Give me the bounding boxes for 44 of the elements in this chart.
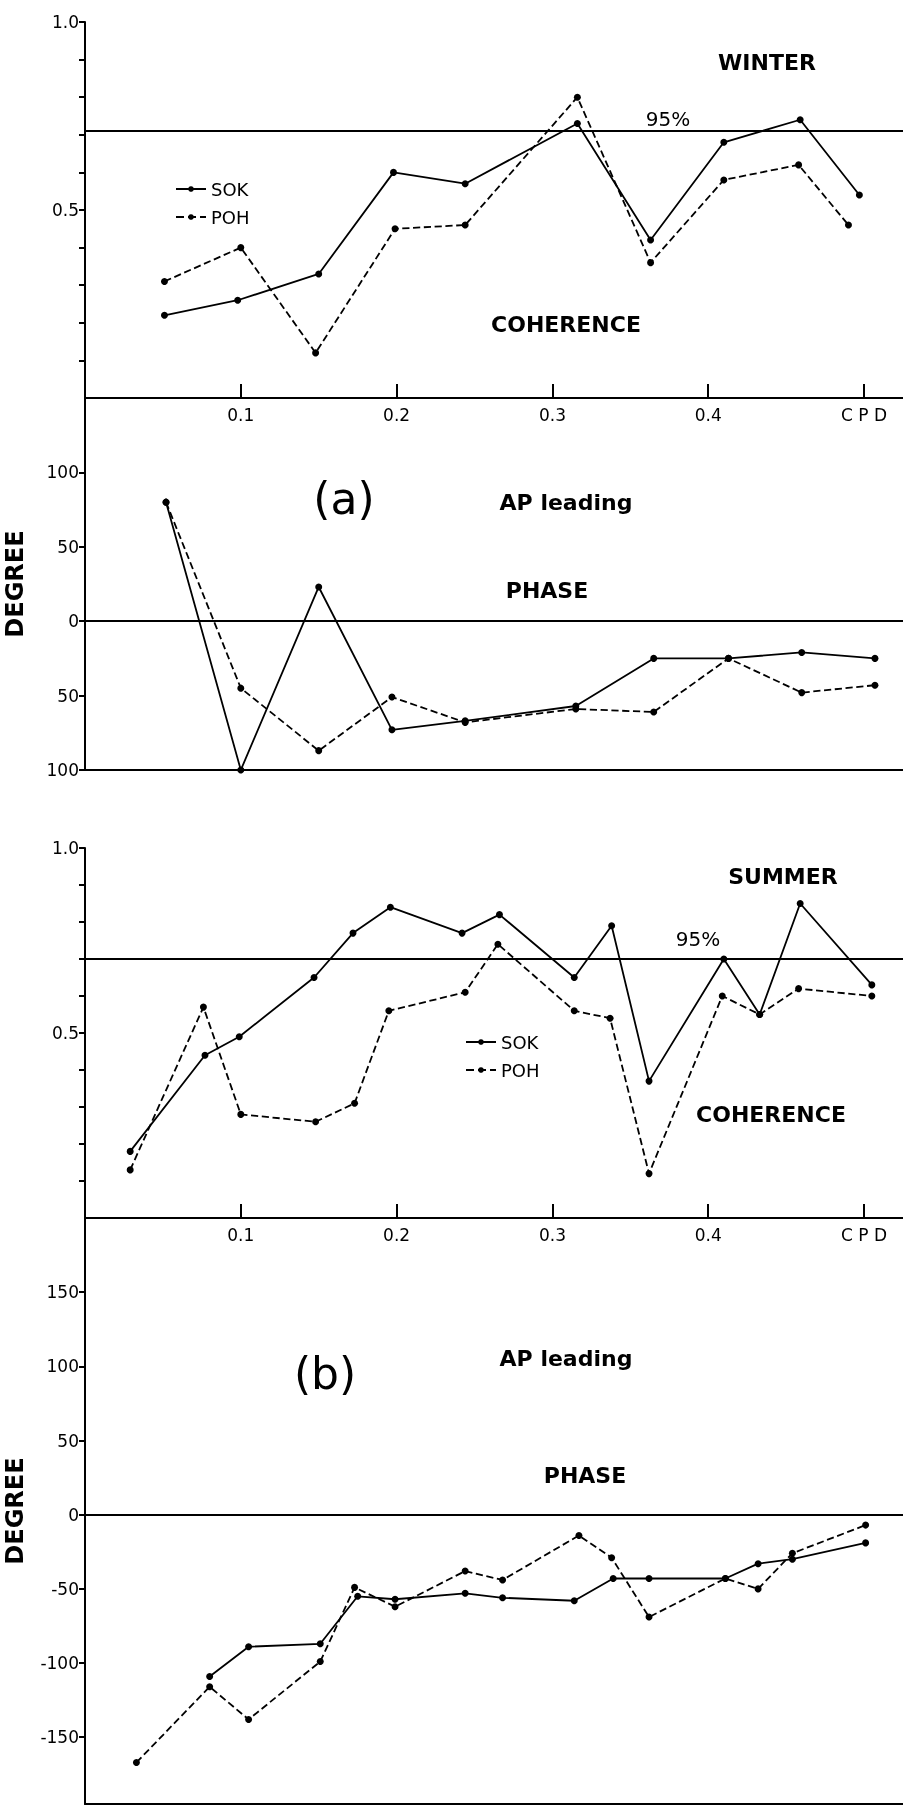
annotation: (b) bbox=[293, 1347, 357, 1399]
x-tick-label: 0.1 bbox=[227, 1224, 255, 1245]
y-tick-label: 1.0 bbox=[51, 838, 79, 858]
y-tick-label: 0 bbox=[68, 611, 79, 632]
y-tick-label: 100 bbox=[46, 462, 79, 483]
legend-label: SOK bbox=[501, 1031, 540, 1053]
y-tick-label: -150 bbox=[40, 1727, 79, 1748]
y-tick-label: 0.5 bbox=[51, 1023, 79, 1043]
annotation: 95% bbox=[675, 927, 721, 951]
x-tick-label: 0.4 bbox=[694, 404, 722, 425]
y-tick-label: 0.5 bbox=[51, 200, 79, 220]
annotation: PHASE bbox=[505, 577, 589, 603]
annotation: AP leading bbox=[499, 1345, 633, 1371]
y-axis-title: DEGREE bbox=[1, 530, 29, 638]
y-tick-label: 100 bbox=[46, 1356, 79, 1377]
x-tick-label: 0.2 bbox=[383, 1224, 411, 1245]
x-tick-label: 0.2 bbox=[383, 404, 411, 425]
annotation: PHASE bbox=[543, 1462, 627, 1488]
annotation: SUMMER bbox=[728, 863, 838, 889]
annotation: COHERENCE bbox=[696, 1101, 846, 1127]
x-tick-label: 0.1 bbox=[227, 404, 255, 425]
x-tick-label: C P D bbox=[841, 1224, 888, 1245]
x-tick-label: 0.3 bbox=[538, 404, 566, 425]
y-tick-label: 100 bbox=[46, 760, 79, 780]
annotation: WINTER bbox=[718, 49, 816, 75]
y-tick-label: -100 bbox=[40, 1653, 79, 1674]
x-tick-label: C P D bbox=[841, 404, 888, 425]
annotation: COHERENCE bbox=[491, 311, 641, 337]
y-tick-label: 0 bbox=[68, 1504, 79, 1525]
annotation: 95% bbox=[645, 107, 691, 131]
y-tick-label: 50 bbox=[57, 536, 79, 557]
legend-label: POH bbox=[211, 206, 250, 228]
y-tick-label: 50 bbox=[57, 685, 79, 706]
annotation: (a) bbox=[313, 472, 375, 524]
legend-label: POH bbox=[501, 1059, 540, 1081]
x-tick-label: 0.4 bbox=[694, 1224, 722, 1245]
annotation: AP leading bbox=[499, 489, 633, 515]
y-tick-label: -50 bbox=[51, 1578, 79, 1599]
y-tick-label: 50 bbox=[57, 1430, 79, 1451]
y-tick-label: 150 bbox=[46, 1282, 79, 1303]
y-axis-title: DEGREE bbox=[1, 1457, 29, 1565]
y-tick-label: 1.0 bbox=[51, 12, 79, 32]
x-tick-label: 0.3 bbox=[538, 1224, 566, 1245]
legend-label: SOK bbox=[211, 178, 250, 200]
